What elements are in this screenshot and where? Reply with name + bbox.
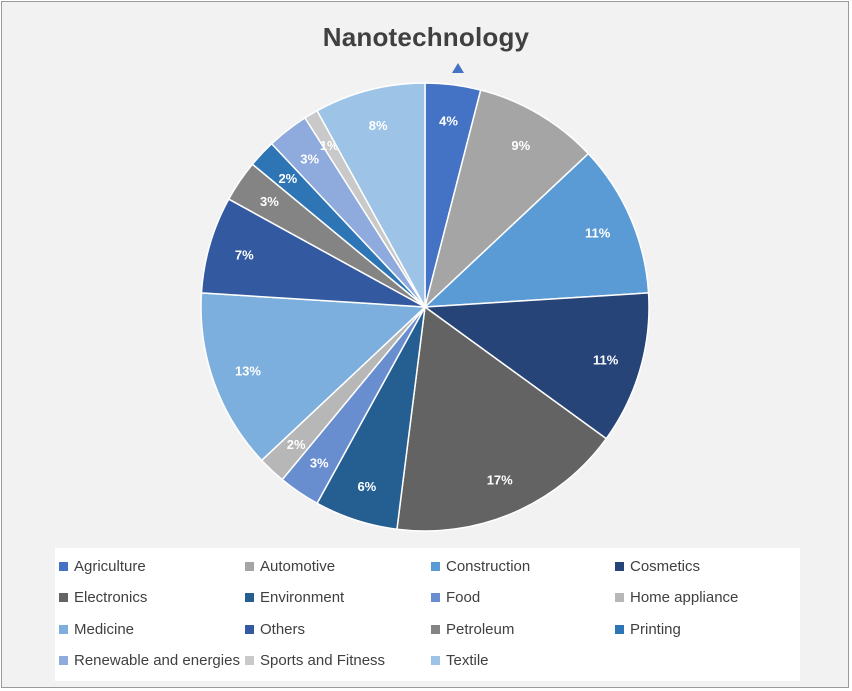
legend-item-sports-and-fitness: Sports and Fitness (245, 652, 385, 669)
legend-swatch (245, 593, 254, 602)
legend-item-home-appliance: Home appliance (615, 589, 738, 606)
data-label-medicine: 13% (235, 364, 261, 379)
legend-label: Construction (446, 558, 531, 575)
legend-swatch (59, 656, 68, 665)
data-label-renewable-and-energies: 3% (300, 151, 319, 166)
data-label-electronics: 17% (487, 473, 513, 488)
data-label-petroleum: 3% (260, 194, 279, 209)
legend-label: Food (446, 589, 481, 606)
data-label-printing: 2% (278, 171, 297, 186)
legend-item-environment: Environment (245, 589, 344, 606)
data-label-construction: 11% (585, 225, 611, 240)
data-label-environment: 6% (357, 479, 376, 494)
legend-label: Agriculture (74, 558, 146, 575)
pie-slice-cosmetics (422, 292, 650, 440)
legend-item-food: Food (431, 589, 480, 606)
legend-label: Sports and Fitness (260, 652, 386, 669)
legend-item-renewable-and-energies: Renewable and energies (59, 652, 240, 669)
legend-swatch (615, 593, 624, 602)
legend-swatch (59, 562, 68, 571)
chart-legend: Agriculture Automotive Construction Cosmeti… (55, 548, 800, 681)
legend-item-cosmetics: Cosmetics (615, 558, 700, 575)
data-label-home-appliance: 2% (287, 437, 306, 452)
data-label-cosmetics: 11% (593, 352, 619, 367)
selection-marker-icon (452, 63, 464, 73)
legend-label: Home appliance (630, 589, 739, 606)
legend-swatch (245, 656, 254, 665)
legend-swatch (615, 625, 624, 634)
data-label-agriculture: 4% (439, 113, 458, 128)
legend-label: Others (260, 621, 306, 638)
legend-swatch (245, 625, 254, 634)
legend-swatch (431, 625, 440, 634)
legend-item-printing: Printing (615, 621, 681, 638)
legend-label: Environment (260, 589, 345, 606)
pie-slice-electronics (396, 305, 608, 532)
legend-item-agriculture: Agriculture (59, 558, 146, 575)
pie-slice-medicine (200, 292, 427, 462)
legend-swatch (431, 656, 440, 665)
chart-title: Nanotechnology (322, 22, 530, 52)
pie-slice-automotive (423, 89, 590, 310)
legend-label: Electronics (74, 589, 148, 606)
data-label-textile: 8% (369, 118, 388, 133)
data-label-food: 3% (310, 456, 329, 471)
legend-item-petroleum: Petroleum (431, 621, 514, 638)
data-label-automotive: 9% (511, 138, 530, 153)
legend-item-construction: Construction (431, 558, 530, 575)
legend-swatch (615, 562, 624, 571)
legend-label: Automotive (260, 558, 336, 575)
legend-label: Textile (446, 652, 489, 669)
legend-swatch (59, 625, 68, 634)
legend-item-medicine: Medicine (59, 621, 134, 638)
legend-label: Renewable and energies (74, 652, 240, 669)
pie-slice-construction (422, 152, 650, 308)
legend-item-textile: Textile (431, 652, 489, 669)
legend-swatch (431, 593, 440, 602)
legend-swatch (431, 562, 440, 571)
legend-swatch (59, 593, 68, 602)
legend-swatch (245, 562, 254, 571)
legend-item-automotive: Automotive (245, 558, 335, 575)
legend-label: Petroleum (446, 621, 515, 638)
legend-label: Cosmetics (630, 558, 701, 575)
legend-item-others: Others (245, 621, 305, 638)
legend-item-electronics: Electronics (59, 589, 147, 606)
legend-label: Printing (630, 621, 681, 638)
pie-slice-textile (316, 82, 426, 308)
legend-label: Medicine (74, 621, 135, 638)
data-label-others: 7% (235, 248, 254, 263)
